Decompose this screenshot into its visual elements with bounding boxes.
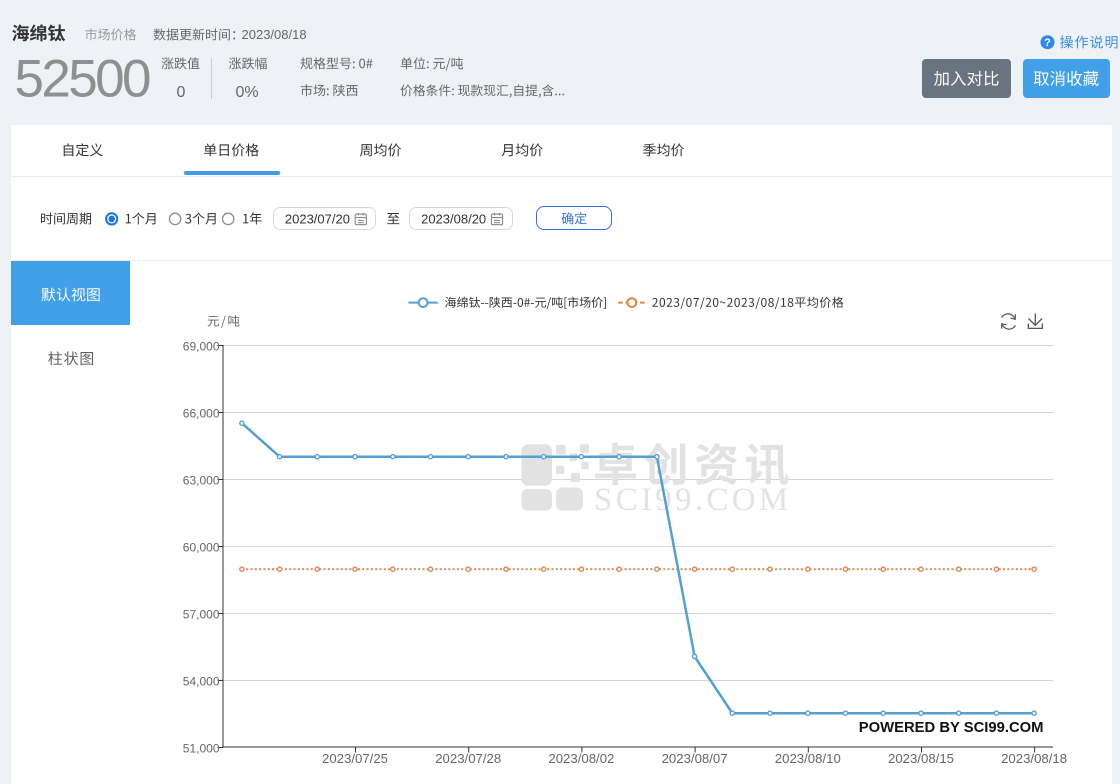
svg-text:2023/07/20: 2023/07/20 [285, 211, 350, 226]
svg-text:51,000: 51,000 [183, 741, 220, 755]
svg-text:SCI99.COM: SCI99.COM [594, 482, 792, 518]
svg-text:2023/08/07: 2023/08/07 [662, 751, 728, 766]
svg-text:2023/08/18: 2023/08/18 [1001, 751, 1067, 766]
svg-text:66,000: 66,000 [183, 406, 220, 420]
svg-text:?: ? [1044, 37, 1051, 49]
svg-text:63,000: 63,000 [183, 473, 220, 487]
svg-text:0: 0 [177, 84, 186, 101]
svg-text:2023/07/25: 2023/07/25 [322, 751, 388, 766]
svg-text:2023/08/20: 2023/08/20 [421, 211, 486, 226]
svg-text:57,000: 57,000 [183, 607, 220, 621]
svg-text:69,000: 69,000 [183, 339, 220, 353]
svg-text:2023/08/15: 2023/08/15 [888, 751, 954, 766]
svg-text:2023/08/18: 2023/08/18 [242, 27, 307, 42]
svg-text:POWERED BY SCI99.COM: POWERED BY SCI99.COM [859, 720, 1044, 736]
svg-text:2023/07/28: 2023/07/28 [435, 751, 501, 766]
svg-text:54,000: 54,000 [183, 674, 220, 688]
svg-text:2023/08/10: 2023/08/10 [775, 751, 841, 766]
svg-text:60,000: 60,000 [183, 540, 220, 554]
svg-text:0%: 0% [235, 84, 258, 101]
svg-text:52500: 52500 [15, 50, 151, 109]
svg-text:2023/08/02: 2023/08/02 [548, 751, 614, 766]
